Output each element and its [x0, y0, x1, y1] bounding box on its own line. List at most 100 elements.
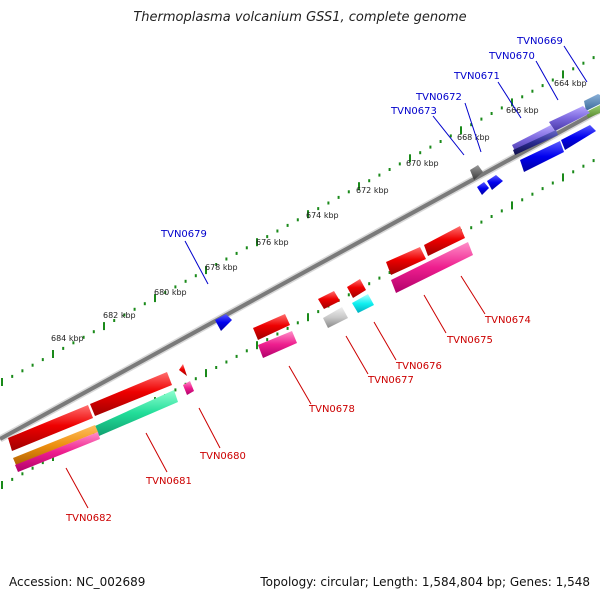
- lower-minor-tick: [194, 377, 197, 381]
- upper-minor-tick: [327, 201, 330, 205]
- gene-arrow-tvn0682-c[interactable]: [15, 432, 100, 472]
- lower-minor-tick: [235, 354, 238, 358]
- gene-arrow-tvn0680-b[interactable]: [183, 381, 194, 395]
- gene-label-tvn0671[interactable]: TVN0671: [453, 71, 500, 82]
- gene-label-tvn0675[interactable]: TVN0675: [446, 335, 493, 346]
- gene-arrow-tvn0681-b[interactable]: [95, 390, 178, 436]
- scale-label-668: 668 kbp: [457, 133, 490, 142]
- upper-minor-tick: [72, 341, 75, 345]
- gene-arrow-tvn0676-b[interactable]: [352, 294, 374, 313]
- leader-tvn0680: [198, 407, 221, 449]
- gene-arrow-tvn0679[interactable]: [215, 314, 232, 331]
- scale-label-682: 682 kbp: [103, 311, 136, 320]
- upper-minor-tick: [143, 302, 146, 306]
- lower-major-tick: [256, 341, 258, 350]
- upper-minor-tick: [133, 307, 136, 311]
- lower-minor-tick: [551, 181, 554, 185]
- gene-arrow-tvn0677-b[interactable]: [323, 307, 348, 328]
- upper-major-tick: [511, 98, 513, 107]
- leader-tvn0681: [145, 432, 168, 473]
- scale-label-672: 672 kbp: [356, 186, 389, 195]
- gene-arrow-tvn0673-c[interactable]: [477, 182, 489, 195]
- leader-tvn0672: [464, 102, 482, 153]
- genome-summary-text: Topology: circular; Length: 1,584,804 bp…: [260, 575, 590, 589]
- gene-label-tvn0673[interactable]: TVN0673: [390, 106, 437, 117]
- gene-arrow-tvn0678[interactable]: [253, 314, 290, 340]
- upper-minor-tick: [521, 95, 524, 99]
- gene-arrow-tvn0674[interactable]: [424, 226, 465, 256]
- gene-arrow-tvn0681[interactable]: [90, 372, 172, 416]
- upper-minor-tick: [235, 251, 238, 255]
- upper-minor-tick: [470, 123, 473, 127]
- map-title: Thermoplasma volcanium GSS1, complete ge…: [133, 10, 467, 25]
- upper-minor-tick: [296, 218, 299, 222]
- gene-arrow-tvn0672[interactable]: [561, 125, 596, 150]
- upper-minor-tick: [439, 140, 442, 143]
- upper-minor-tick: [123, 313, 126, 317]
- gene-label-tvn0674[interactable]: TVN0674: [484, 315, 531, 326]
- upper-minor-tick: [378, 173, 381, 177]
- lower-minor-tick: [490, 215, 493, 218]
- upper-minor-tick: [347, 190, 350, 194]
- gene-arrow-tvn0673-b[interactable]: [487, 175, 503, 190]
- gene-label-tvn0681[interactable]: TVN0681: [145, 476, 192, 487]
- upper-minor-tick: [82, 335, 85, 339]
- upper-major-tick: [52, 350, 54, 358]
- upper-minor-tick: [174, 285, 177, 289]
- gene-label-tvn0679[interactable]: TVN0679: [160, 229, 207, 240]
- upper-minor-tick: [266, 235, 269, 239]
- gene-arrow-tvn0670[interactable]: [549, 106, 590, 131]
- gene-arrow-tvn0680[interactable]: [179, 364, 187, 376]
- upper-major-tick: [154, 294, 156, 303]
- upper-minor-tick: [419, 151, 422, 155]
- gene-arrow-tvn0669-b[interactable]: [586, 105, 600, 118]
- lower-minor-tick: [592, 159, 595, 163]
- leader-tvn0674: [460, 275, 486, 315]
- gene-arrow-tvn0672-b[interactable]: [520, 141, 564, 172]
- leader-tvn0669: [563, 45, 588, 83]
- lower-minor-tick: [521, 198, 524, 202]
- leader-tvn0673: [432, 115, 465, 156]
- upper-minor-tick: [541, 84, 544, 88]
- gene-arrow-tvn0678-b[interactable]: [258, 331, 297, 358]
- gene-arrow-tvn0671-b[interactable]: [513, 130, 558, 155]
- upper-minor-tick: [215, 263, 218, 266]
- gene-label-tvn0677[interactable]: TVN0677: [367, 375, 414, 386]
- gene-label-tvn0672[interactable]: TVN0672: [415, 92, 462, 103]
- upper-minor-tick: [429, 145, 432, 149]
- upper-minor-tick: [164, 291, 167, 294]
- gene-label-tvn0678[interactable]: TVN0678: [308, 404, 355, 415]
- genome-backbone-core: [0, 108, 600, 441]
- upper-minor-tick: [572, 67, 575, 71]
- gene-label-tvn0670[interactable]: TVN0670: [488, 51, 535, 62]
- lower-minor-tick: [225, 360, 228, 364]
- upper-minor-tick: [398, 162, 401, 166]
- gene-label-tvn0682[interactable]: TVN0682: [65, 513, 112, 524]
- upper-minor-tick: [337, 195, 340, 199]
- gene-label-tvn0669[interactable]: TVN0669: [516, 36, 563, 47]
- scale-label-684: 684 kbp: [51, 334, 84, 343]
- gene-arrow-tvn0682[interactable]: [8, 405, 93, 451]
- gene-arrow-tvn0682-b[interactable]: [13, 425, 98, 465]
- gene-arrow-tvn0675[interactable]: [386, 247, 426, 275]
- gene-arrow-tvn0673[interactable]: [470, 165, 483, 180]
- gene-arrow-tvn0677[interactable]: [318, 291, 340, 309]
- upper-minor-tick: [11, 374, 14, 378]
- gene-label-tvn0680[interactable]: TVN0680: [199, 451, 246, 462]
- upper-minor-tick: [245, 246, 248, 250]
- leader-tvn0676: [373, 321, 397, 361]
- upper-minor-tick: [500, 106, 503, 110]
- scale-label-674: 674 kbp: [306, 211, 339, 220]
- upper-major-tick: [562, 70, 564, 79]
- upper-minor-tick: [21, 369, 24, 373]
- upper-minor-tick: [92, 330, 95, 334]
- upper-minor-tick: [368, 179, 371, 183]
- gene-label-tvn0676[interactable]: TVN0676: [395, 361, 442, 372]
- lower-minor-tick: [266, 338, 269, 342]
- gene-arrow-tvn0676[interactable]: [347, 279, 366, 298]
- minus-strand-genes: [8, 226, 473, 472]
- gene-arrow-tvn0675-b[interactable]: [391, 242, 473, 293]
- lower-minor-tick: [245, 349, 248, 353]
- gene-arrow-tvn0669[interactable]: [584, 94, 600, 111]
